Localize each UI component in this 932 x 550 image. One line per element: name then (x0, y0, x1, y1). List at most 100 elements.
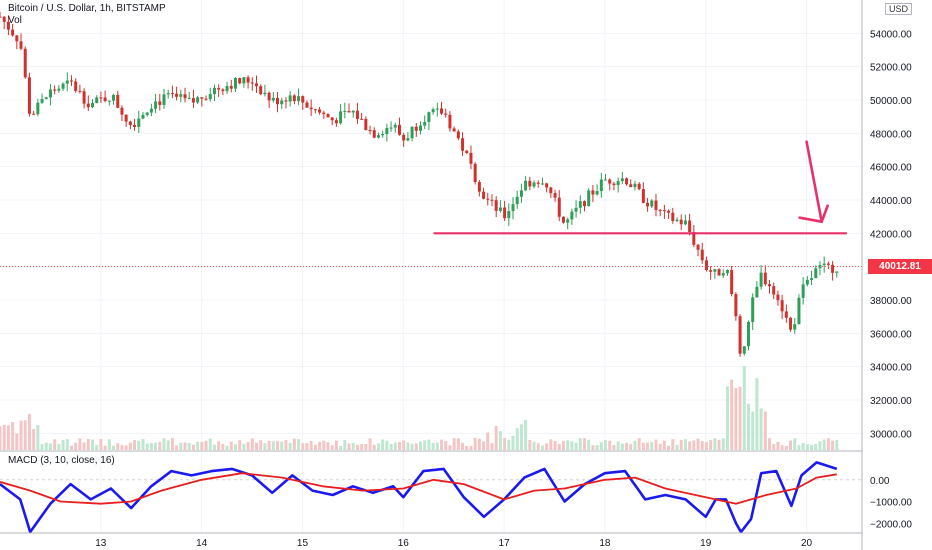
volume-bar (82, 442, 86, 450)
volume-bar (116, 443, 120, 450)
candle-body (822, 263, 826, 266)
candle-body (112, 94, 116, 101)
candle-body (768, 284, 772, 287)
volume-bar (0, 426, 2, 450)
candle-body (587, 190, 591, 207)
volume-bar (646, 442, 650, 450)
candle-body (671, 212, 675, 221)
volume-bar (608, 440, 612, 450)
candle-body (759, 272, 763, 287)
candle-body (414, 126, 418, 131)
candle-body (288, 95, 292, 102)
volume-bar (591, 445, 595, 450)
volume-bar (469, 445, 473, 450)
volume-bar (835, 439, 839, 450)
candle-body (347, 111, 351, 113)
candle-body (456, 131, 460, 139)
candle-body (738, 316, 742, 354)
volume-bar (179, 442, 183, 450)
candle-body (368, 130, 372, 132)
volume-bar (53, 439, 57, 450)
candle-body (440, 108, 444, 114)
volume-bar (91, 439, 95, 450)
volume-bar (48, 443, 52, 450)
volume-bar (763, 411, 767, 450)
candle-body (545, 183, 549, 188)
volume-bar (423, 440, 427, 450)
volume-bar (233, 444, 237, 450)
current-price-tag: 40012.81 (868, 259, 932, 274)
candle-body (419, 125, 423, 131)
candle-body (608, 179, 612, 184)
volume-bar (465, 445, 469, 450)
candle-body (503, 207, 507, 219)
volume-bar (372, 444, 376, 450)
volume-bar (276, 441, 280, 450)
candle-body (646, 202, 650, 207)
volume-bar (755, 378, 759, 450)
volume-bar (604, 440, 608, 450)
arrow-shaft (805, 140, 823, 223)
currency-badge[interactable]: USD (884, 3, 912, 15)
volume-bar (330, 445, 334, 450)
volume-bar (519, 424, 523, 450)
volume-bar (385, 440, 389, 450)
candle-body (175, 93, 179, 97)
candle-body (212, 87, 216, 95)
volume-bar (166, 440, 170, 450)
volume-bar (599, 442, 603, 450)
volume-bar (826, 438, 830, 450)
volume-bar (343, 439, 347, 450)
candle-body (507, 211, 511, 219)
price-tick-label: 30000.00 (870, 429, 912, 440)
candle-body (124, 114, 128, 122)
volume-bar (814, 443, 818, 450)
macd-panel (0, 461, 862, 534)
volume-bar (145, 443, 149, 450)
volume-bar (271, 441, 275, 450)
volume-bar (772, 444, 776, 450)
volume-bar (212, 444, 216, 450)
volume-bar (242, 443, 246, 450)
volume-bar (566, 440, 570, 450)
candle-body (658, 209, 662, 211)
volume-bar (549, 439, 553, 450)
volume-bar (368, 438, 372, 450)
candle-body (196, 97, 200, 103)
candle-body (604, 179, 608, 181)
volume-bar (65, 439, 69, 450)
volume-bar (187, 443, 191, 450)
candle-body (19, 41, 23, 49)
volume-bar (107, 439, 111, 450)
volume-bar (360, 444, 364, 450)
volume-bar (154, 442, 158, 450)
volume-bar (57, 444, 61, 450)
candle-body (276, 97, 280, 105)
volume-bar (683, 439, 687, 450)
candle-body (330, 117, 334, 121)
volume-bar (515, 428, 519, 450)
volume-bar (751, 411, 755, 450)
volume-bar (721, 438, 725, 450)
volume-bar (406, 442, 410, 450)
candle-body (494, 200, 498, 211)
candle-body (713, 269, 717, 272)
candle-body (65, 80, 69, 84)
axes: 54000.00 52000.00 50000.00 48000.00 46000.00… (0, 0, 912, 550)
price-tick-label: 36000.00 (870, 329, 912, 340)
macd-tick-label: −2000.00 (870, 519, 912, 530)
candle-body (826, 263, 830, 265)
candle-body (616, 181, 620, 186)
price-candles (0, 11, 839, 357)
volume-bar (381, 439, 385, 450)
candle-body (351, 110, 355, 113)
volume-bar (120, 444, 124, 450)
volume-bar (477, 438, 481, 450)
volume-bar (768, 438, 772, 450)
candle-body (297, 96, 301, 102)
arrow-head (798, 216, 823, 223)
candle-body (667, 210, 671, 213)
volume-bar (717, 439, 721, 450)
candle-body (360, 118, 364, 120)
